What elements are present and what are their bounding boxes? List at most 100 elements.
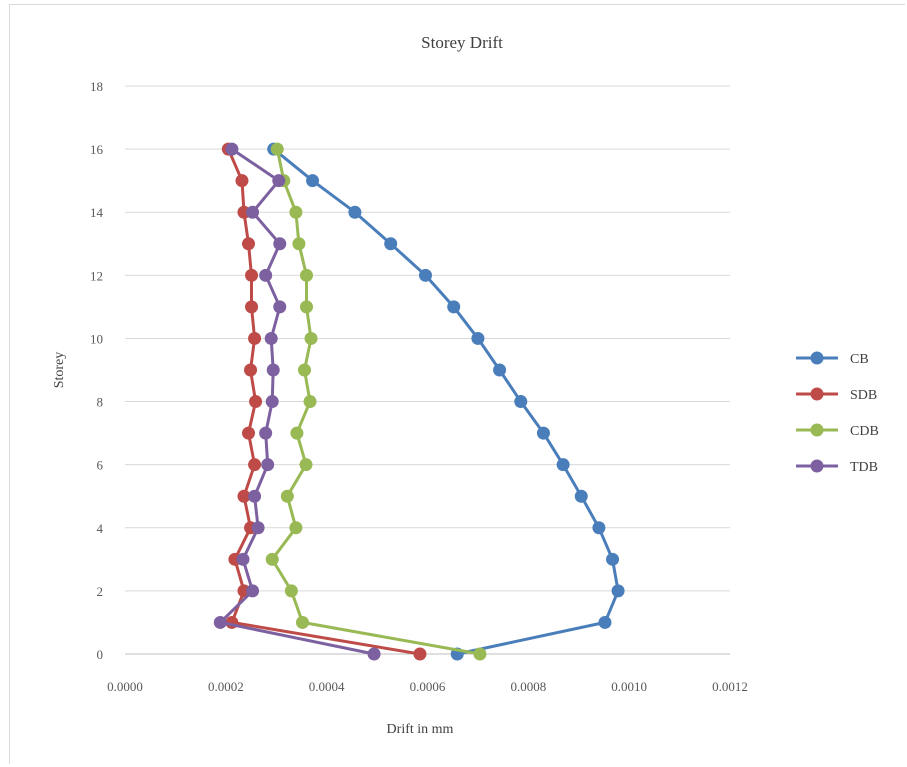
series-cdb xyxy=(265,142,487,661)
legend-marker xyxy=(810,387,824,401)
data-point xyxy=(246,584,260,598)
data-point xyxy=(413,647,427,661)
data-point xyxy=(242,237,256,251)
data-point xyxy=(245,268,259,282)
legend-label: SDB xyxy=(850,388,877,403)
data-series xyxy=(213,142,625,661)
data-point xyxy=(536,426,550,440)
legend-item: SDB xyxy=(796,387,877,403)
x-tick-label: 0.0004 xyxy=(309,679,345,694)
data-point xyxy=(235,174,249,188)
legend-label: CB xyxy=(850,352,869,367)
data-point xyxy=(248,331,262,345)
legend-item: TDB xyxy=(796,459,878,475)
data-point xyxy=(367,647,381,661)
chart-title: Storey Drift xyxy=(421,33,503,52)
data-point xyxy=(213,615,227,629)
data-point xyxy=(348,205,362,219)
y-tick-label: 8 xyxy=(97,395,104,410)
data-point xyxy=(249,395,263,409)
y-axis-label: Storey xyxy=(52,352,67,389)
y-tick-label: 10 xyxy=(90,331,103,346)
data-point xyxy=(290,426,304,440)
legend-marker xyxy=(810,351,824,365)
data-point xyxy=(273,237,287,251)
data-point xyxy=(259,268,273,282)
data-point xyxy=(289,205,303,219)
x-tick-label: 0.0002 xyxy=(208,679,244,694)
legend-label: TDB xyxy=(850,460,878,475)
data-point xyxy=(592,521,606,535)
data-point xyxy=(273,300,287,314)
y-tick-label: 2 xyxy=(97,584,104,599)
y-tick-label: 0 xyxy=(97,647,104,662)
data-point xyxy=(297,363,311,377)
data-point xyxy=(473,647,487,661)
data-point xyxy=(306,174,320,188)
data-point xyxy=(299,458,313,472)
gridlines xyxy=(125,85,730,592)
data-point xyxy=(304,331,318,345)
x-tick-label: 0.0010 xyxy=(611,679,647,694)
data-point xyxy=(447,300,461,314)
legend-label: CDB xyxy=(850,424,879,439)
data-point xyxy=(266,363,280,377)
data-point xyxy=(606,552,620,566)
data-point xyxy=(300,268,313,282)
data-point xyxy=(598,615,612,629)
data-point xyxy=(251,521,265,535)
data-point xyxy=(242,426,256,440)
data-point xyxy=(289,521,303,535)
data-point xyxy=(237,489,251,503)
series-tdb xyxy=(213,142,381,661)
data-point xyxy=(493,363,507,377)
y-tick-label: 12 xyxy=(90,268,103,283)
legend-item: CB xyxy=(796,351,869,367)
data-point xyxy=(303,395,317,409)
data-point xyxy=(272,174,286,188)
data-point xyxy=(248,489,262,503)
data-point xyxy=(225,142,239,156)
y-tick-label: 14 xyxy=(90,205,104,220)
data-point xyxy=(280,489,294,503)
x-axis-label: Drift in mm xyxy=(387,722,454,737)
data-point xyxy=(244,363,258,377)
data-point xyxy=(246,205,260,219)
data-point xyxy=(236,552,250,566)
data-point xyxy=(574,489,588,503)
chart-frame xyxy=(9,4,905,764)
data-point xyxy=(265,395,279,409)
data-point xyxy=(265,552,279,566)
legend: CB SDB CDB TDB xyxy=(796,351,879,475)
y-tick-label: 4 xyxy=(97,521,104,536)
data-point xyxy=(300,300,313,314)
data-point xyxy=(284,584,298,598)
data-point xyxy=(245,300,259,314)
data-point xyxy=(514,395,528,409)
x-tick-label: 0.0008 xyxy=(510,679,546,694)
data-point xyxy=(261,458,275,472)
data-point xyxy=(556,458,570,472)
x-tick-label: 0.0000 xyxy=(107,679,143,694)
x-tick-label: 0.0012 xyxy=(712,679,748,694)
data-point xyxy=(471,331,485,345)
data-point xyxy=(259,426,273,440)
x-tick-label: 0.0006 xyxy=(410,679,446,694)
data-point xyxy=(295,615,309,629)
y-tick-label: 16 xyxy=(90,142,104,157)
x-tick-labels: 0.0000 0.0002 0.0004 0.0006 0.0008 0.0010 0.00… xyxy=(107,679,748,694)
data-point xyxy=(264,331,278,345)
data-point xyxy=(270,142,284,156)
y-tick-labels: 0 2 4 6 8 10 12 14 16 18 xyxy=(90,79,104,662)
legend-marker xyxy=(810,459,824,473)
data-point xyxy=(418,268,432,282)
data-point xyxy=(292,237,306,251)
data-point xyxy=(248,458,262,472)
legend-item: CDB xyxy=(796,423,879,439)
data-point xyxy=(384,237,398,251)
data-point xyxy=(611,584,625,598)
legend-marker xyxy=(810,423,824,437)
y-tick-label: 6 xyxy=(97,458,104,473)
y-tick-label: 18 xyxy=(90,79,103,94)
